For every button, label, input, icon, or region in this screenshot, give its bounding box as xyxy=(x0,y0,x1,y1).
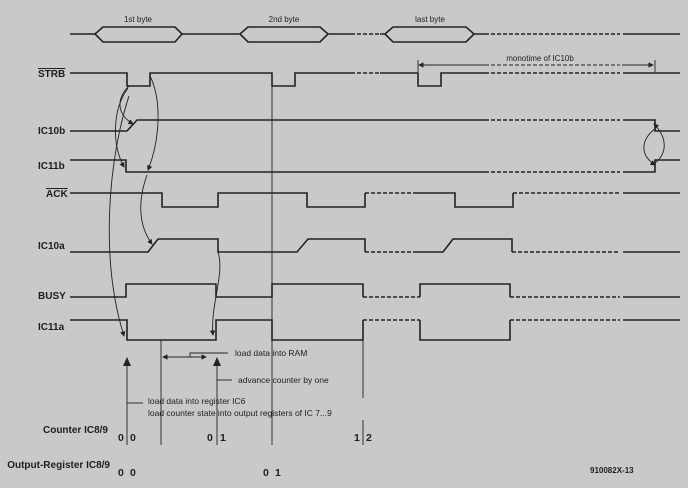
ack-waveform xyxy=(70,192,680,208)
arrow-up-icon xyxy=(213,357,221,366)
output-value: 0 xyxy=(263,467,269,479)
counter-value: 0 xyxy=(207,432,213,444)
annotation-load-ram: load data into RAM xyxy=(235,348,307,358)
row-label-output-register: Output-Register IC8/9 xyxy=(7,460,110,471)
counter-value: 1 xyxy=(220,432,226,444)
annotation-advance: advance counter by one xyxy=(238,375,329,385)
byte-label-last: last byte xyxy=(415,15,445,24)
counter-value: 0 xyxy=(130,432,136,444)
signal-label-strb: STRB xyxy=(38,69,65,80)
ic11a-waveform xyxy=(70,319,680,341)
figure-id: 910082X-13 xyxy=(590,466,634,475)
ic10b-waveform xyxy=(70,119,680,132)
byte-label-1: 1st byte xyxy=(124,15,153,24)
row-label-counter: Counter IC8/9 xyxy=(43,425,108,436)
ic11b-waveform xyxy=(70,159,680,173)
signal-label-ic10a: IC10a xyxy=(38,241,65,252)
data-bus-waveform xyxy=(70,26,680,43)
signal-label-ic11b: IC11b xyxy=(38,161,65,172)
counter-value: 1 xyxy=(354,432,360,444)
counter-value: 0 xyxy=(118,432,124,444)
signal-label-ic11a: IC11a xyxy=(38,322,65,333)
reference-lines xyxy=(126,86,364,445)
causal-arrows xyxy=(108,75,665,337)
byte-label-2: 2nd byte xyxy=(269,15,300,24)
leader-line xyxy=(189,352,228,357)
signal-label-busy: BUSY xyxy=(38,291,66,302)
arrow-up-icon xyxy=(123,357,131,366)
output-value: 1 xyxy=(275,467,281,479)
busy-waveform xyxy=(70,283,680,298)
monotime-arrow xyxy=(417,60,656,72)
monotime-label: monotime of IC10b xyxy=(506,54,574,63)
ic10a-waveform xyxy=(70,238,680,253)
output-value: 0 xyxy=(118,467,124,479)
annotation-load-counter: load counter state into output registers… xyxy=(148,408,332,418)
signal-label-ack: ACK xyxy=(46,189,68,200)
signal-label-ic10b: IC10b xyxy=(38,126,65,137)
strb-waveform xyxy=(70,72,680,87)
output-value: 0 xyxy=(130,467,136,479)
counter-value: 2 xyxy=(366,432,372,444)
annotation-load-register: load data into register IC6 xyxy=(148,396,246,406)
